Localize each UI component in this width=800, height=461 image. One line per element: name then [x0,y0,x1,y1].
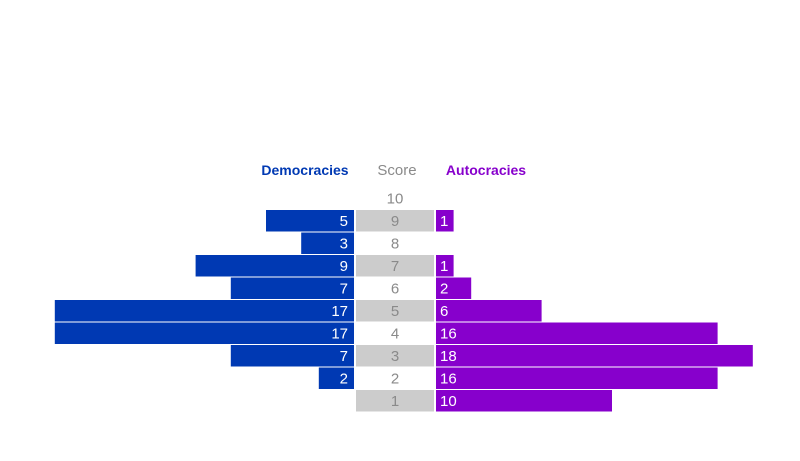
autocracies-value-6: 2 [440,280,448,297]
score-label-5: 5 [391,303,399,320]
democracies-bar-9 [266,210,354,232]
header-autocracies: Autocracies [446,162,526,178]
score-band-5 [356,300,434,322]
score-band-1 [356,390,434,412]
autocracies-bar-9 [436,210,454,232]
democracies-bar-6 [230,277,354,299]
score-label-6: 6 [391,280,399,297]
autocracies-value-5: 6 [440,303,448,320]
democracies-value-7: 9 [340,258,348,275]
autocracies-bar-2 [436,367,718,389]
democracies-value-8: 3 [340,235,348,252]
autocracies-value-2: 16 [440,370,457,387]
score-label-10: 10 [387,190,404,207]
score-band-9 [356,210,434,232]
autocracies-bar-3 [436,345,753,367]
score-label-7: 7 [391,258,399,275]
democracies-value-2: 2 [340,370,348,387]
democracies-value-9: 5 [340,213,348,230]
header-democracies: Democracies [261,162,348,178]
democracies-bar-3 [230,345,354,367]
democracies-bar-2 [318,367,354,389]
autocracies-value-4: 16 [440,325,457,342]
democracies-bar-4 [54,322,355,344]
democracies-value-6: 7 [340,280,348,297]
score-label-1: 1 [391,393,399,410]
score-label-2: 2 [391,370,399,387]
autocracies-value-3: 18 [440,348,457,365]
score-label-3: 3 [391,348,399,365]
democracies-value-4: 17 [331,325,348,342]
autocracies-bar-1 [436,390,612,412]
score-label-9: 9 [391,213,399,230]
autocracies-bar-6 [436,277,472,299]
autocracies-bar-7 [436,255,454,277]
democracies-bar-8 [301,232,354,254]
democracies-value-3: 7 [340,348,348,365]
autocracies-value-7: 1 [440,258,448,275]
score-band-3 [356,345,434,367]
score-band-7 [356,255,434,277]
header-score: Score [377,162,416,179]
democracies-bar-5 [54,300,355,322]
score-label-4: 4 [391,325,399,342]
autocracies-value-9: 1 [440,213,448,230]
autocracies-bar-5 [436,300,542,322]
autocracies-bar-4 [436,322,718,344]
democracies-bar-7 [195,255,354,277]
autocracies-value-1: 10 [440,393,457,410]
democracies-value-5: 17 [331,303,348,320]
score-label-8: 8 [391,235,399,252]
